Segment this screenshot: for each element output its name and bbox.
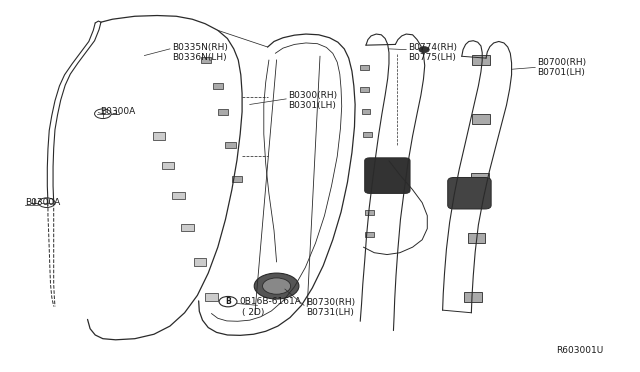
FancyBboxPatch shape [181, 224, 194, 231]
FancyBboxPatch shape [365, 232, 374, 237]
Text: B0731(LH): B0731(LH) [306, 308, 354, 317]
FancyBboxPatch shape [467, 233, 485, 243]
FancyBboxPatch shape [153, 132, 166, 140]
FancyBboxPatch shape [212, 83, 223, 89]
FancyBboxPatch shape [448, 177, 491, 209]
Text: B0336N(LH): B0336N(LH) [172, 52, 227, 61]
FancyBboxPatch shape [193, 258, 206, 266]
FancyBboxPatch shape [470, 173, 488, 184]
Text: B0775(LH): B0775(LH) [408, 52, 456, 61]
Text: B0700(RH): B0700(RH) [537, 58, 586, 67]
FancyBboxPatch shape [360, 65, 369, 70]
Circle shape [419, 46, 429, 52]
FancyBboxPatch shape [365, 158, 410, 193]
Text: 0B16B-6161A: 0B16B-6161A [239, 297, 301, 306]
FancyBboxPatch shape [364, 132, 372, 137]
FancyBboxPatch shape [362, 109, 371, 115]
FancyBboxPatch shape [225, 142, 236, 148]
Text: B0701(LH): B0701(LH) [537, 68, 585, 77]
FancyBboxPatch shape [218, 109, 228, 115]
Text: R603001U: R603001U [556, 346, 604, 355]
FancyBboxPatch shape [232, 176, 242, 182]
FancyBboxPatch shape [472, 114, 490, 125]
FancyBboxPatch shape [472, 55, 490, 65]
Circle shape [219, 296, 237, 307]
Text: ( 2D): ( 2D) [242, 308, 264, 317]
FancyBboxPatch shape [172, 192, 184, 199]
Text: B0774(RH): B0774(RH) [408, 42, 457, 51]
Text: B0300A: B0300A [25, 198, 60, 207]
Text: B0300(RH): B0300(RH) [288, 91, 337, 100]
FancyBboxPatch shape [465, 292, 482, 302]
Text: B0730(RH): B0730(RH) [306, 298, 355, 307]
FancyBboxPatch shape [365, 210, 374, 215]
FancyBboxPatch shape [360, 87, 369, 92]
Text: B0300A: B0300A [100, 108, 135, 116]
FancyBboxPatch shape [201, 57, 211, 63]
Text: B0301(LH): B0301(LH) [288, 101, 336, 110]
Circle shape [254, 273, 299, 299]
FancyBboxPatch shape [205, 294, 218, 301]
Text: B0335N(RH): B0335N(RH) [172, 42, 228, 51]
Circle shape [262, 278, 291, 294]
Text: B: B [225, 297, 231, 306]
FancyBboxPatch shape [162, 162, 174, 169]
